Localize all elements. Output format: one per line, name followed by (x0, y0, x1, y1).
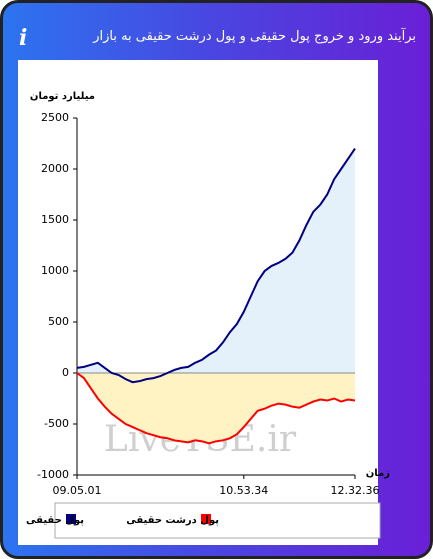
title: برآیند ورود و خروج پول حقیقی و پول درشت … (93, 29, 416, 44)
area (77, 148, 355, 383)
x-tick-label: 10.53.34 (219, 484, 268, 497)
info-icon[interactable]: i (19, 25, 28, 51)
legend-label: پول حقیقی (26, 515, 84, 526)
legend-swatch (201, 514, 211, 524)
y-axis-label: میلیارد تومان (30, 91, 95, 102)
y-tick-label: 0 (62, 366, 69, 379)
area (77, 373, 355, 444)
y-tick-label: 2500 (41, 111, 69, 124)
y-tick-label: 2000 (41, 162, 69, 175)
y-tick-label: -500 (44, 417, 69, 430)
y-tick-label: 500 (48, 315, 69, 328)
x-axis-label: زمان (366, 468, 390, 479)
legend-box (54, 502, 381, 539)
legend-label: پول درشت حقیقی (126, 515, 219, 526)
legend-swatch (66, 514, 76, 524)
x-tick-label: 12.32.36 (331, 484, 380, 497)
line (76, 372, 356, 445)
y-tick-label: 1500 (41, 213, 69, 226)
line (76, 148, 356, 384)
x-tick-label: 09.05.01 (53, 484, 102, 497)
y-tick-label: 1000 (41, 264, 69, 277)
y-tick-label: -1000 (37, 468, 69, 481)
